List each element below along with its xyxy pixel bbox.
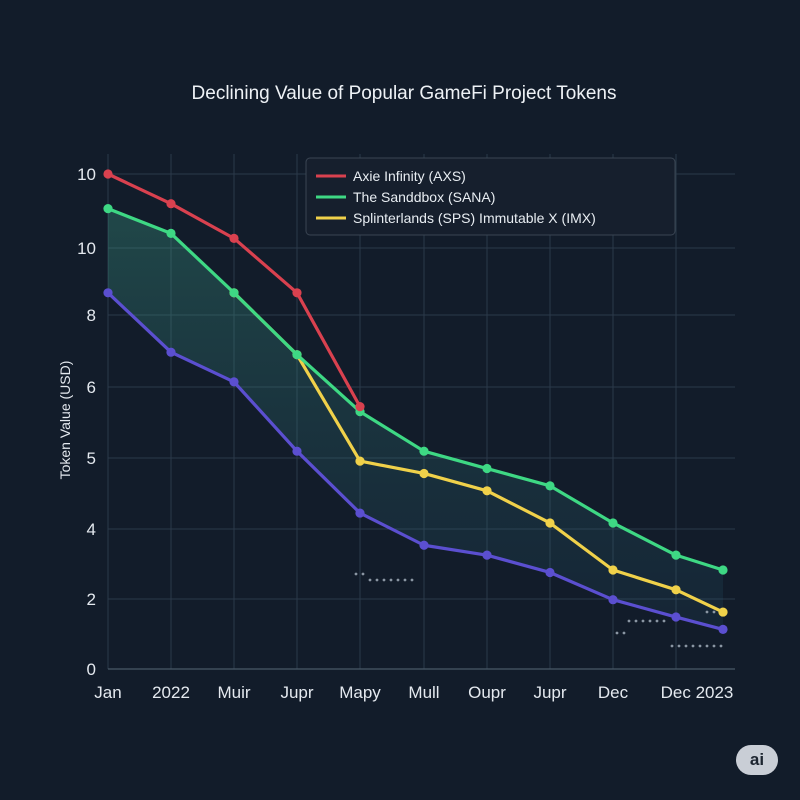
data-point-imx-purple <box>355 508 365 518</box>
dot-marker <box>622 631 626 635</box>
y-tick-label: 10 <box>77 239 96 258</box>
x-tick-label: Jupr <box>280 683 313 702</box>
dot-marker <box>368 578 372 582</box>
x-tick-label: Jan <box>94 683 121 702</box>
data-point-imx-purple <box>103 288 113 298</box>
dot-marker <box>615 631 619 635</box>
shaded-area <box>108 208 723 630</box>
data-point-axs <box>166 199 176 209</box>
data-point-sana <box>545 481 555 491</box>
data-point-sana <box>419 446 429 456</box>
dot-marker <box>705 610 709 614</box>
x-tick-label: Oupr <box>468 683 506 702</box>
dot-marker <box>354 572 358 576</box>
dot-marker <box>627 619 631 623</box>
dot-marker <box>389 578 393 582</box>
dot-marker <box>634 619 638 623</box>
y-tick-label: 8 <box>87 306 96 325</box>
area-fill <box>108 208 723 630</box>
x-tick-label: Dec 2023 <box>661 683 734 702</box>
data-point-imx-purple <box>608 595 618 605</box>
data-point-sps-imx <box>608 565 618 575</box>
data-point-sana <box>166 228 176 238</box>
y-tick-label: 2 <box>87 590 96 609</box>
data-point-sana <box>671 550 681 560</box>
y-tick-label: 6 <box>87 378 96 397</box>
data-point-sana <box>103 204 113 214</box>
y-tick-label: 5 <box>87 449 96 468</box>
data-point-sps-imx <box>718 607 728 617</box>
dot-marker <box>403 578 407 582</box>
data-point-sana <box>292 350 302 360</box>
data-point-sps-imx <box>545 518 555 528</box>
data-point-axs <box>103 169 113 179</box>
x-tick-label: Mull <box>408 683 439 702</box>
dot-marker <box>719 644 723 648</box>
y-tick-label: 4 <box>87 520 96 539</box>
dot-marker <box>382 578 386 582</box>
dot-marker <box>712 644 716 648</box>
x-axis-ticks: Jan 2022 Muir Jupr Mapy Mull Oupr Jupr Dec Dec 20… <box>94 683 733 702</box>
dot-marker <box>677 644 681 648</box>
y-axis-ticks: 0 2 4 5 6 8 10 10 <box>77 165 96 679</box>
data-point-axs <box>355 402 365 412</box>
legend-label-axs: Axie Infinity (AXS) <box>353 168 466 184</box>
data-point-imx-purple <box>419 540 429 550</box>
series-points <box>103 169 728 635</box>
data-point-sps-imx <box>419 468 429 479</box>
dotted-markers <box>354 572 723 648</box>
y-tick-label: 0 <box>87 660 96 679</box>
x-tick-label: Dec <box>598 683 629 702</box>
x-tick-label: Muir <box>217 683 250 702</box>
data-point-sps-imx <box>671 585 681 595</box>
data-point-sana <box>229 288 239 298</box>
legend-label-sana: The Sanddbox (SANA) <box>353 189 495 205</box>
data-point-imx-purple <box>166 347 176 357</box>
legend-box <box>305 157 676 236</box>
dot-marker <box>698 644 702 648</box>
dot-marker <box>691 644 695 648</box>
dot-marker <box>712 610 716 614</box>
data-point-imx-purple <box>292 446 302 456</box>
x-tick-label: Mapy <box>339 683 381 702</box>
dot-marker <box>662 619 666 623</box>
dot-marker <box>705 644 709 648</box>
x-tick-label: 2022 <box>152 683 190 702</box>
dot-marker <box>375 578 379 582</box>
data-point-sana <box>482 463 492 474</box>
data-point-sps-imx <box>355 456 365 466</box>
data-point-axs <box>292 288 302 298</box>
legend: Axie Infinity (AXS) The Sanddbox (SANA) … <box>305 157 676 236</box>
data-point-axs <box>229 233 239 243</box>
data-point-imx-purple <box>718 624 728 635</box>
data-point-sps-imx <box>482 486 492 496</box>
dot-marker <box>641 619 645 623</box>
dot-marker <box>655 619 659 623</box>
x-tick-label: Jupr <box>533 683 566 702</box>
y-axis-label: Token Value (USD) <box>57 361 73 480</box>
legend-label-sps-imx: Splinterlands (SPS) Immutable X (IMX) <box>353 210 596 226</box>
data-point-sana <box>608 518 618 528</box>
dot-marker <box>410 578 414 582</box>
data-point-imx-purple <box>229 377 239 387</box>
ai-badge: ai <box>736 745 778 775</box>
dot-marker <box>648 619 652 623</box>
data-point-sana <box>718 565 728 575</box>
chart-title: Declining Value of Popular GameFi Projec… <box>192 83 617 104</box>
dot-marker <box>670 644 674 648</box>
dot-marker <box>361 572 365 576</box>
data-point-imx-purple <box>545 567 555 578</box>
y-tick-label: 10 <box>77 165 96 184</box>
dot-marker <box>396 578 400 582</box>
data-point-imx-purple <box>671 612 681 622</box>
data-point-imx-purple <box>482 550 492 560</box>
dot-marker <box>684 644 688 648</box>
